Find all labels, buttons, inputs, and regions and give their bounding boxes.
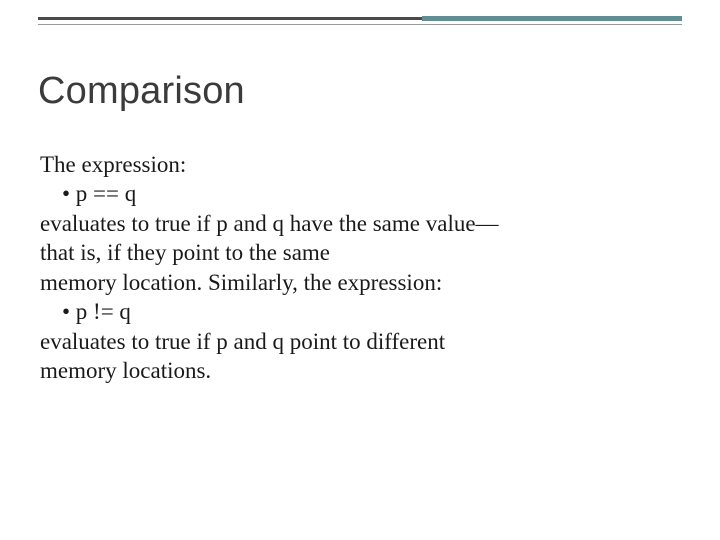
- body-bullet-2: • p != q: [40, 297, 680, 326]
- header-rule: [38, 16, 682, 25]
- body-line-2: evaluates to true if p and q have the sa…: [40, 209, 680, 238]
- body-line-4: memory location. Similarly, the expressi…: [40, 268, 680, 297]
- slide: Comparison The expression: • p == q eval…: [0, 0, 720, 540]
- rule-teal-segment: [422, 16, 682, 21]
- slide-body: The expression: • p == q evaluates to tr…: [40, 150, 680, 386]
- body-bullet-1: • p == q: [40, 179, 680, 208]
- header-rule-thin: [38, 24, 682, 25]
- body-line-1: The expression:: [40, 150, 680, 179]
- body-line-3: that is, if they point to the same: [40, 238, 680, 267]
- header-rule-upper: [38, 16, 682, 21]
- rule-dark-segment: [38, 17, 422, 20]
- slide-title: Comparison: [38, 70, 682, 113]
- body-line-6: memory locations.: [40, 356, 680, 385]
- body-line-5: evaluates to true if p and q point to di…: [40, 327, 680, 356]
